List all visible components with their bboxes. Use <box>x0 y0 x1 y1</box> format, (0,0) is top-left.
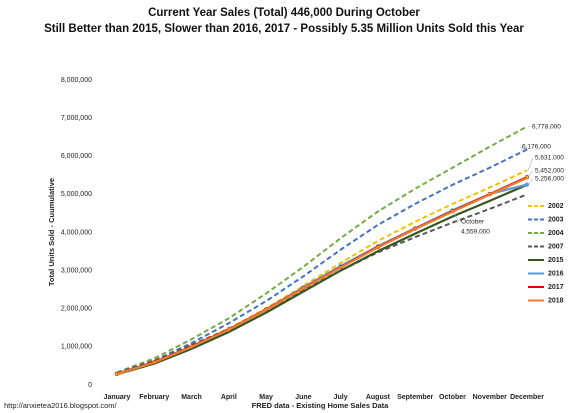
annotation-leader <box>453 211 460 223</box>
annotation: 5,631,000 <box>535 155 564 162</box>
x-tick-label: December <box>510 394 544 401</box>
series-line <box>116 176 528 376</box>
source-url: http://anxietea2016.blogspot.com/ <box>4 401 117 410</box>
series-line <box>116 183 528 376</box>
x-tick-label: January <box>104 394 131 401</box>
annotation: 5,452,000 <box>535 168 564 175</box>
annotation: 5,256,000 <box>535 176 564 183</box>
y-axis-label: Total Units Sold - Cuumulative <box>47 178 56 286</box>
annotation: 6,778,000 <box>532 124 561 131</box>
x-axis-label: FRED data - Existing Home Sales Data <box>252 401 390 410</box>
legend-label: 2015 <box>548 257 564 264</box>
x-tick-label: April <box>221 394 237 401</box>
y-tick-label: 7,000,000 <box>61 115 92 122</box>
x-tick-label: October <box>439 394 466 401</box>
x-tick-label: March <box>181 394 202 401</box>
y-tick-label: 4,000,000 <box>61 229 92 236</box>
y-tick-label: 2,000,000 <box>61 306 92 313</box>
annotation-leader <box>527 178 534 185</box>
x-tick-label: November <box>473 394 508 401</box>
y-tick-label: 1,000,000 <box>61 344 92 351</box>
y-tick-label: 3,000,000 <box>61 267 92 274</box>
legend-label: 2004 <box>548 230 564 237</box>
chart-title: Current Year Sales (Total) 446,000 Durin… <box>148 7 420 19</box>
series-marker <box>524 182 530 187</box>
legend-label: 2003 <box>548 216 564 223</box>
legend-label: 2018 <box>548 297 564 304</box>
y-tick-label: 6,000,000 <box>61 153 92 160</box>
x-tick-label: May <box>259 394 273 401</box>
annotation: 4,559,000 <box>461 229 490 236</box>
legend-label: 2017 <box>548 284 564 291</box>
legend-label: 2007 <box>548 243 564 250</box>
x-tick-label: February <box>139 394 169 401</box>
annotation-leader <box>527 157 534 171</box>
x-tick-label: June <box>295 394 311 401</box>
y-tick-label: 8,000,000 <box>61 77 92 84</box>
x-tick-label: July <box>334 394 348 401</box>
annotation: October <box>461 219 485 226</box>
chart-subtitle: Still Better than 2015, Slower than 2016… <box>44 23 524 35</box>
legend-label: 2016 <box>548 270 564 277</box>
legend-label: 2002 <box>548 203 564 210</box>
annotation-leader <box>527 170 534 178</box>
y-tick-label: 0 <box>88 382 92 389</box>
x-tick-label: September <box>397 394 433 401</box>
annotation: 6,176,000 <box>522 144 551 151</box>
series-line <box>116 125 528 374</box>
x-tick-label: August <box>366 394 391 401</box>
y-tick-label: 5,000,000 <box>61 191 92 198</box>
annotation-leader <box>519 146 529 150</box>
series-line <box>116 148 528 375</box>
